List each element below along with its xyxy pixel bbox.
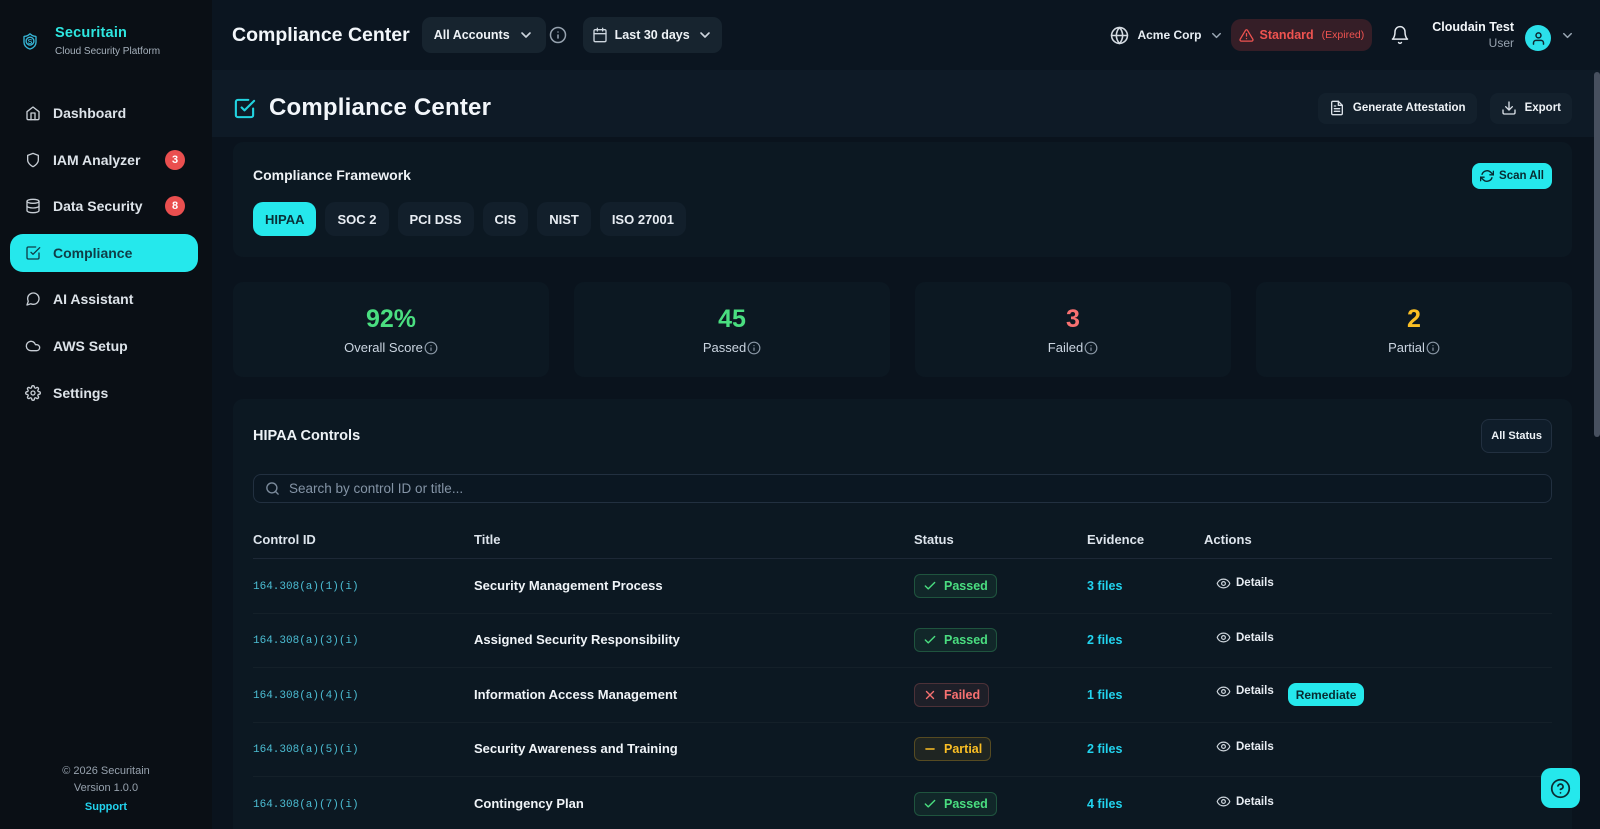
svg-text:S: S	[28, 38, 33, 46]
